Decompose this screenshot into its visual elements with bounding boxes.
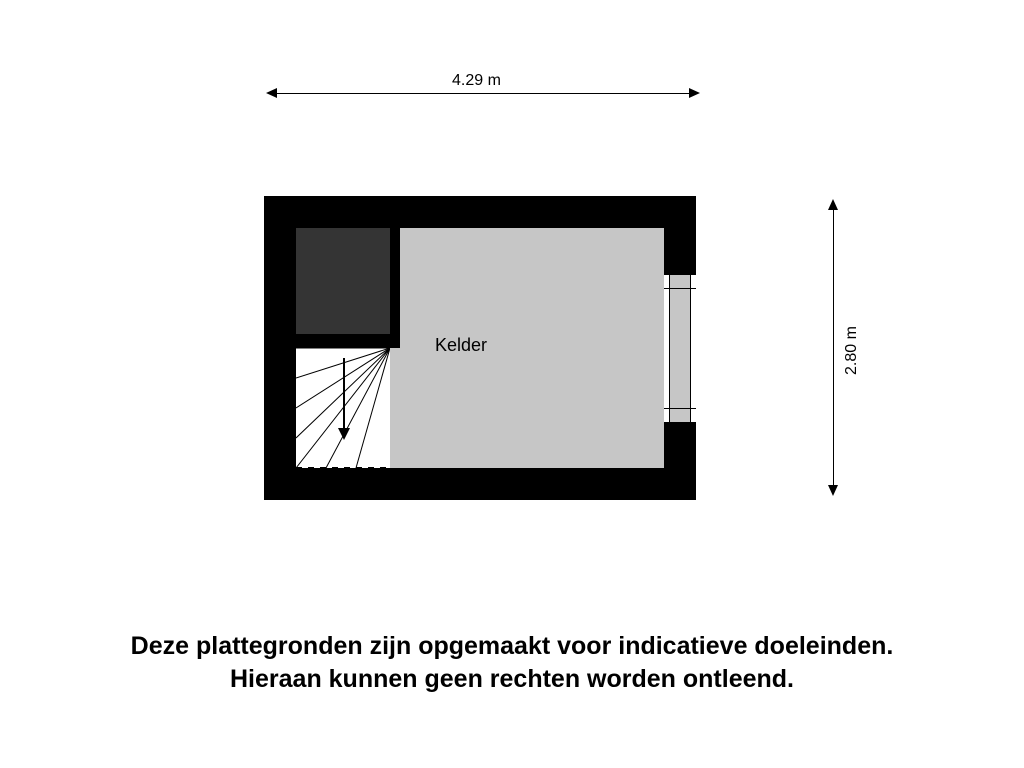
window-tick bbox=[690, 274, 691, 422]
dimension-right-arrow-up bbox=[828, 199, 838, 210]
disclaimer-line1: Deze plattegronden zijn opgemaakt voor i… bbox=[131, 632, 894, 660]
floorplan-shaft-box bbox=[296, 228, 390, 334]
floorplan-canvas: 4.29 m 2.80 m Kelder bbox=[0, 0, 1024, 768]
dimension-top-arrow-right bbox=[689, 88, 700, 98]
stairs-svg bbox=[296, 348, 390, 468]
disclaimer-line2: Hieraan kunnen geen rechten worden ontle… bbox=[230, 665, 794, 693]
floorplan-partition-vertical bbox=[390, 228, 400, 348]
window-tick bbox=[664, 422, 696, 423]
window-tick bbox=[669, 274, 670, 422]
dimension-top-line bbox=[277, 93, 689, 94]
dimension-width-label: 4.29 m bbox=[452, 72, 501, 90]
dimension-height-label: 2.80 m bbox=[843, 326, 861, 375]
dimension-top-arrow-left bbox=[266, 88, 277, 98]
disclaimer-text: Deze plattegronden zijn opgemaakt voor i… bbox=[0, 630, 1024, 695]
dimension-right-line bbox=[833, 210, 834, 485]
room-label-kelder: Kelder bbox=[435, 335, 487, 356]
floorplan-partition-horizontal bbox=[296, 334, 400, 348]
floorplan-stairs bbox=[296, 348, 390, 468]
floorplan-window-pane bbox=[670, 274, 690, 422]
dimension-right-arrow-down bbox=[828, 485, 838, 496]
